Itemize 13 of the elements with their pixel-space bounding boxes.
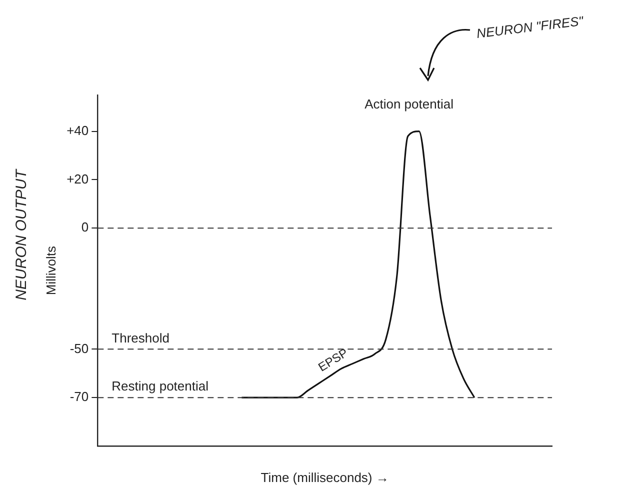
line-series <box>240 130 476 398</box>
y-tick-label: +40 <box>66 122 89 138</box>
y-tick-label: 0 <box>81 220 89 235</box>
text: NEURON OUTPUT <box>13 168 30 300</box>
annotation: Action potential <box>364 96 454 112</box>
ref-line-label: Threshold <box>112 330 170 346</box>
y-axis-title: Millivolts <box>43 245 58 296</box>
text: NEURON "FIRES" <box>476 13 586 41</box>
ref-line-label: Resting potential <box>112 378 209 394</box>
y-tick-label: +20 <box>66 171 89 186</box>
x-axis-title: Time (milliseconds) → <box>260 470 389 485</box>
y-tick-label: -50 <box>70 340 89 356</box>
y-tick-label: -70 <box>70 389 89 404</box>
